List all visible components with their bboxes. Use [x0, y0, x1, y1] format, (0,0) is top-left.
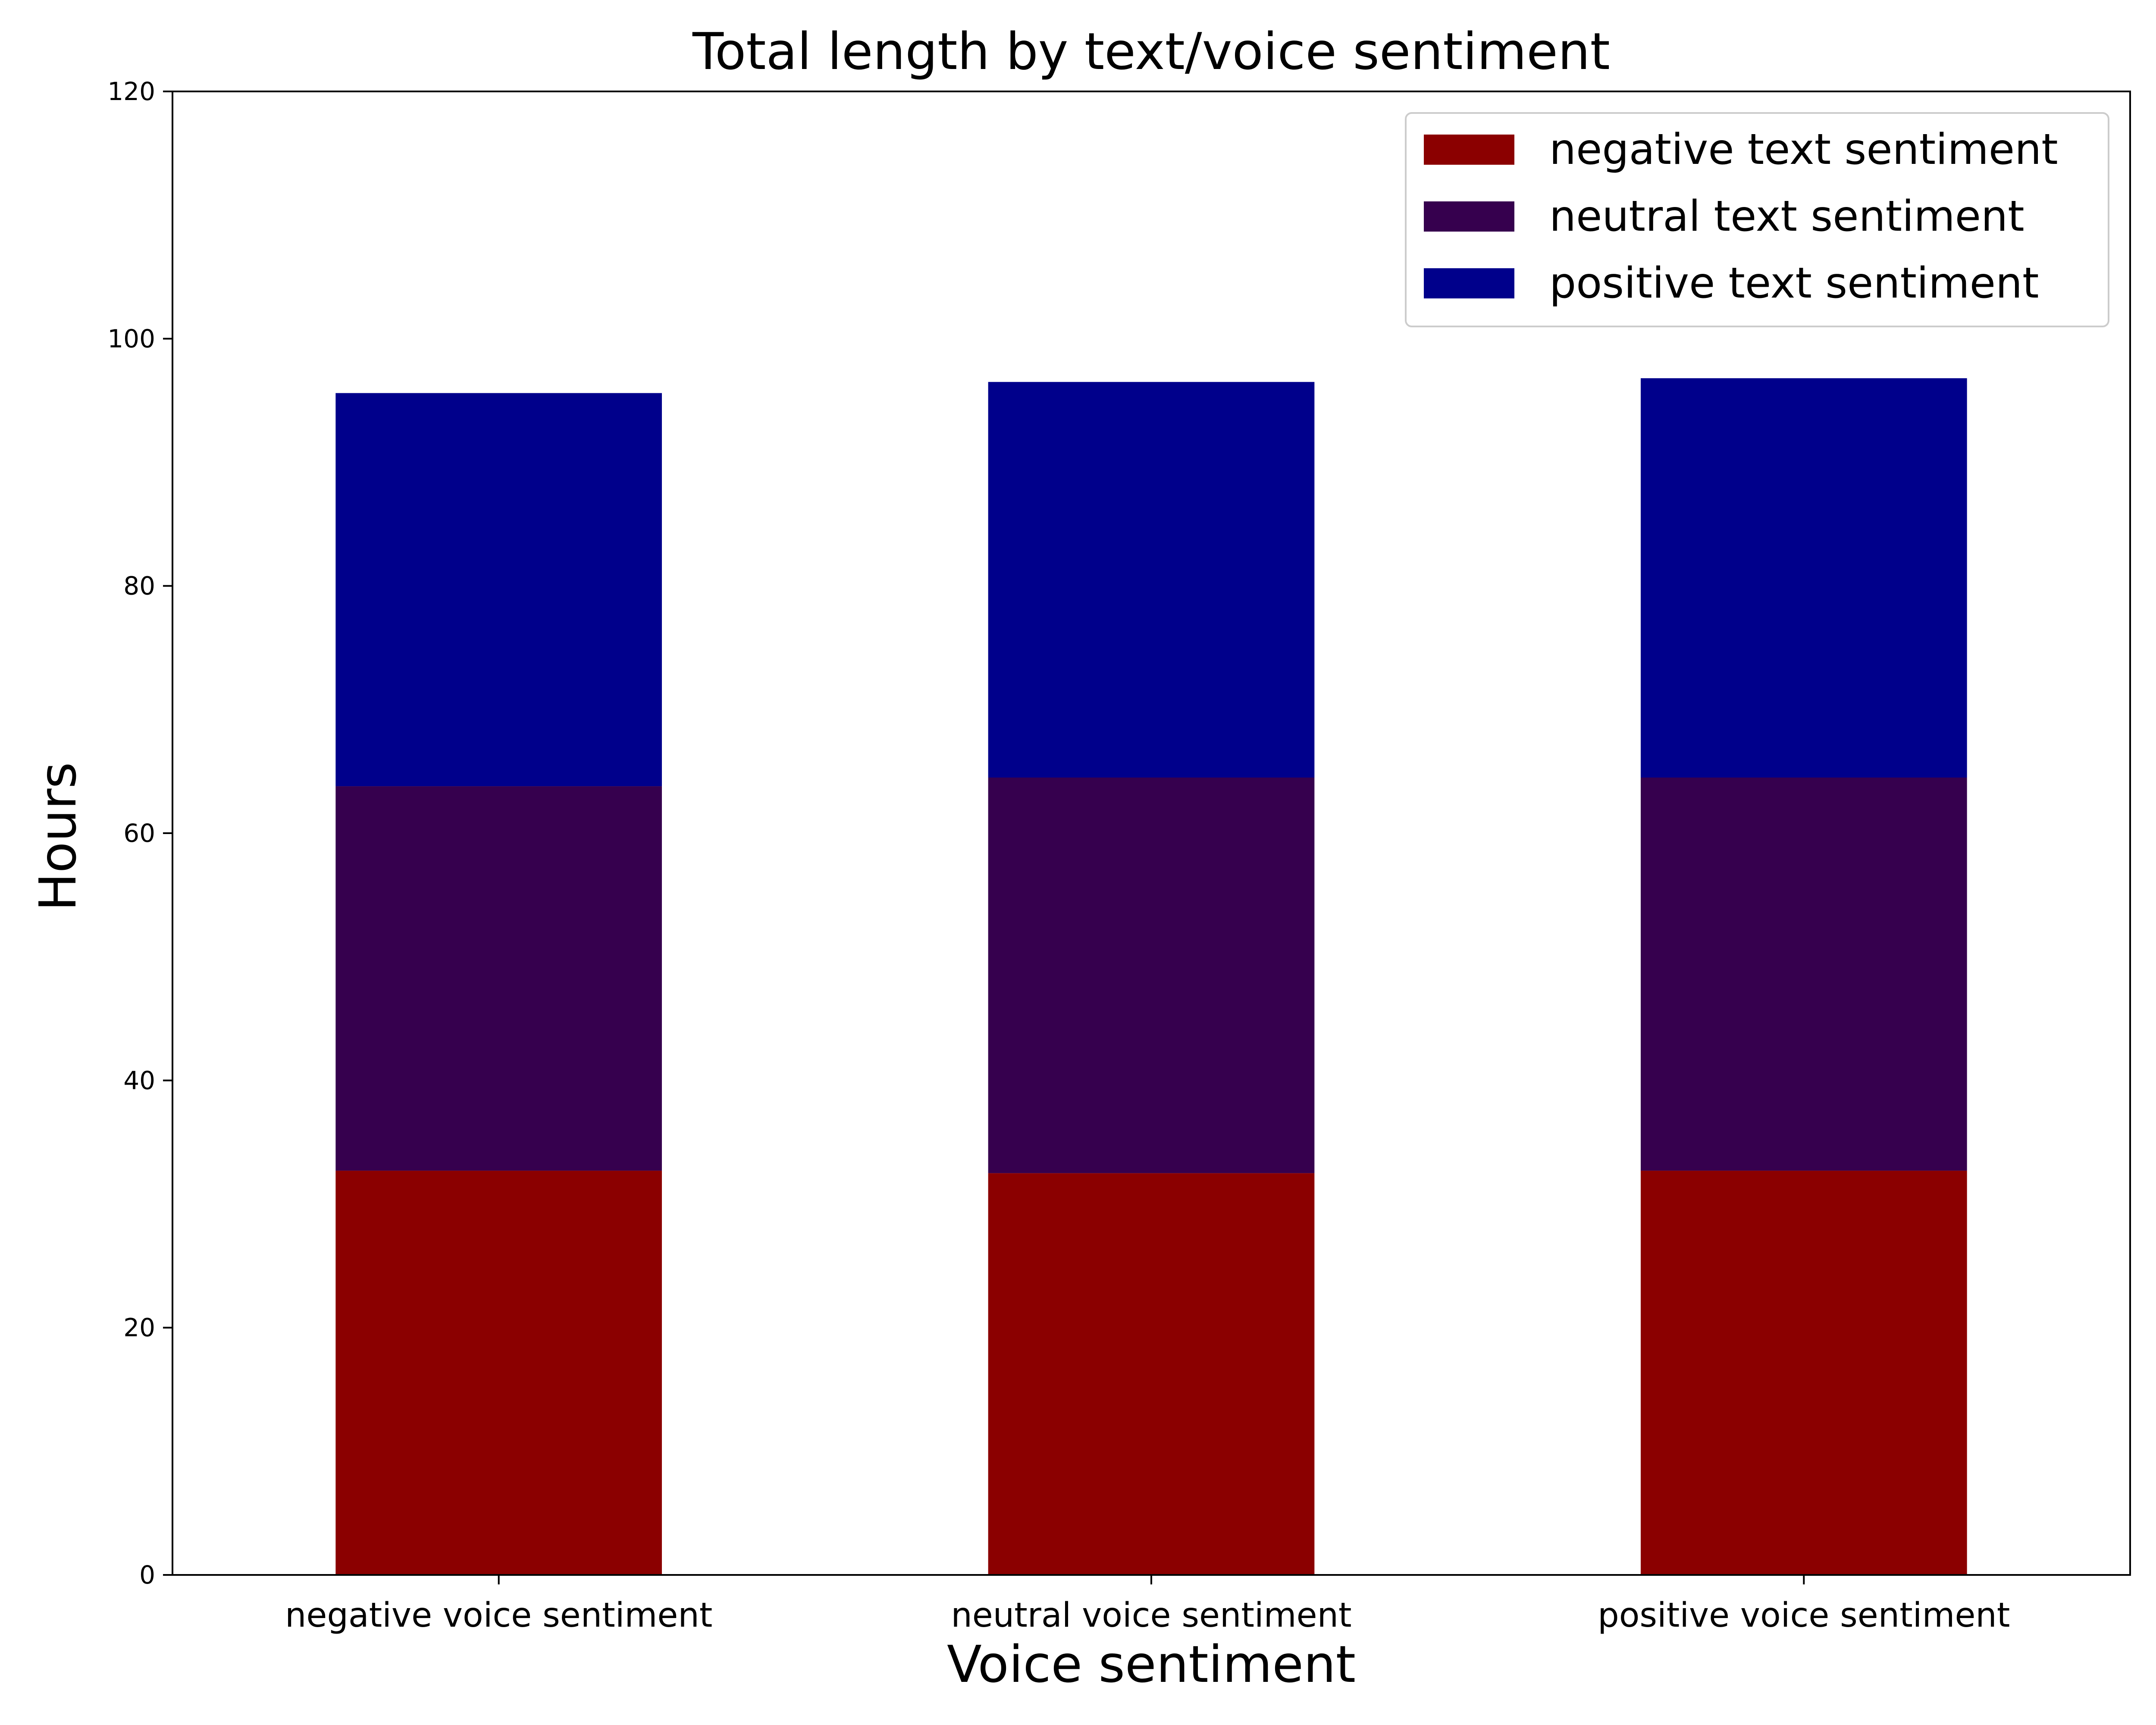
chart-title: Total length by text/voice sentiment	[692, 22, 1610, 81]
y-tick-label: 100	[107, 324, 155, 353]
legend: negative text sentiment neutral text sent…	[1405, 112, 2109, 327]
bar-1-2	[988, 1173, 1315, 1575]
bar-3-2	[988, 382, 1315, 778]
bar-3-3	[1641, 378, 1967, 778]
bar-1-1	[335, 1170, 662, 1575]
x-tick-label: neutral voice sentiment	[951, 1596, 1351, 1635]
legend-frame	[1405, 112, 2109, 327]
legend-label-3: positive text sentiment	[1549, 259, 2039, 308]
x-axis-label: Voice sentiment	[947, 1634, 1356, 1694]
axes-group: 0 20 40 60 80 100 120 negative voice sentiment n…	[107, 77, 2131, 1635]
y-tick-label: 0	[139, 1560, 155, 1590]
y-tick-label: 20	[123, 1313, 155, 1342]
bar-1-3	[1641, 1170, 1967, 1575]
y-tick-label: 80	[123, 571, 155, 601]
y-tick-label: 120	[107, 77, 155, 106]
legend-swatch-1	[1424, 135, 1514, 165]
y-tick-label: 40	[123, 1066, 155, 1095]
legend-swatch-2	[1424, 201, 1514, 232]
y-tick-label: 60	[123, 819, 155, 848]
x-tick-label: negative voice sentiment	[285, 1596, 712, 1635]
legend-label-1: negative text sentiment	[1549, 125, 2058, 174]
x-tick-label: positive voice sentiment	[1598, 1596, 2010, 1635]
legend-label-2: neutral text sentiment	[1549, 192, 2024, 241]
legend-swatch-3	[1424, 268, 1514, 298]
bar-2-3	[1641, 778, 1967, 1171]
bar-3-1	[335, 393, 662, 787]
bar-2-1	[335, 786, 662, 1171]
y-axis-label: Hours	[28, 762, 88, 911]
bar-2-2	[988, 778, 1315, 1173]
bars-group	[335, 378, 1967, 1575]
